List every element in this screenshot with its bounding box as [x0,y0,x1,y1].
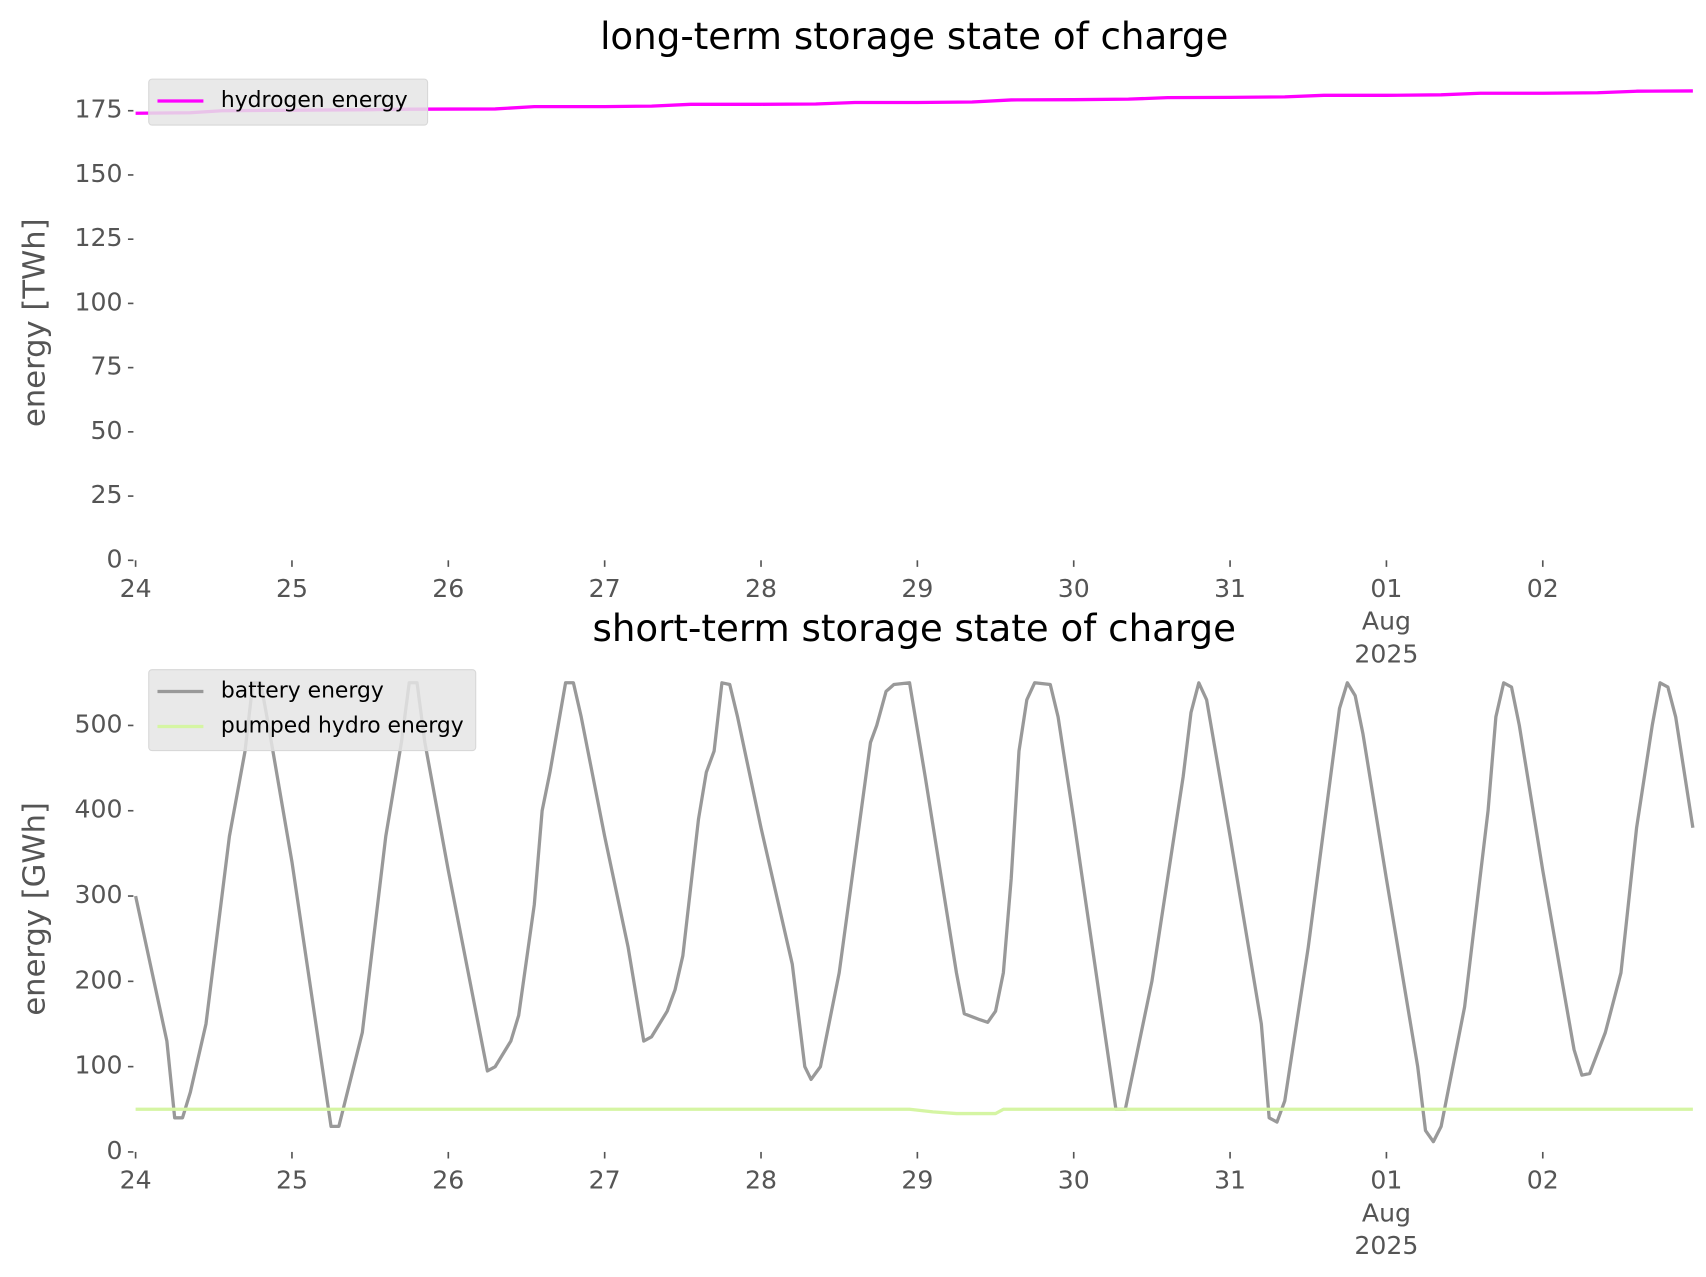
x-tick-label: 30 [1058,574,1090,603]
y-tick-label: 100 [74,1051,122,1080]
y-tick-label: 100 [74,287,122,316]
x-tick-label: 25 [276,1165,308,1194]
y-tick-label: 125 [74,223,122,252]
x-tick-label: 01 Aug 2025 [1354,574,1418,669]
y-tick-label: 0 [106,544,122,573]
series-line [135,1107,1693,1116]
x-tick-label: 02 [1527,574,1559,603]
legend-label: battery energy [221,679,384,704]
x-tick-label: 30 [1058,1165,1090,1194]
x-tick-label: 26 [432,1165,464,1194]
y-tick-label: 75 [90,352,122,381]
y-axis-label: energy [GWh] [18,802,53,1016]
y-tick-label: 175 [74,95,122,124]
series-line [134,681,1695,1144]
x-tick-label: 24 [120,1165,152,1194]
chart-title: short-term storage state of charge [592,606,1236,650]
y-tick-label: 25 [90,480,122,509]
legend-label: hydrogen energy [221,88,408,113]
y-tick-label: 400 [74,795,122,824]
y-tick-label: 500 [74,709,122,738]
x-tick-label: 29 [901,574,933,603]
legend-label: pumped hydro energy [221,714,464,739]
x-tick-label: 26 [432,574,464,603]
x-tick-label: 24 [120,574,152,603]
x-tick-label: 27 [589,574,621,603]
y-axis-label: energy [TWh] [18,218,53,427]
x-tick-label: 25 [276,574,308,603]
x-tick-label: 28 [745,1165,777,1194]
x-tick-label: 02 [1527,1165,1559,1194]
y-tick-label: 150 [74,159,122,188]
legend-box [148,78,429,126]
x-tick-label: 27 [589,1165,621,1194]
y-tick-label: 200 [74,965,122,994]
y-tick-label: 0 [106,1136,122,1165]
x-tick-label: 29 [901,1165,933,1194]
y-tick-label: 300 [74,880,122,909]
chart-title: long-term storage state of charge [600,14,1228,58]
x-tick-label: 01 Aug 2025 [1354,1165,1418,1260]
y-tick-label: 50 [90,416,122,445]
legend-box [148,669,477,752]
x-tick-label: 31 [1214,574,1246,603]
x-tick-label: 31 [1214,1165,1246,1194]
x-tick-label: 28 [745,574,777,603]
